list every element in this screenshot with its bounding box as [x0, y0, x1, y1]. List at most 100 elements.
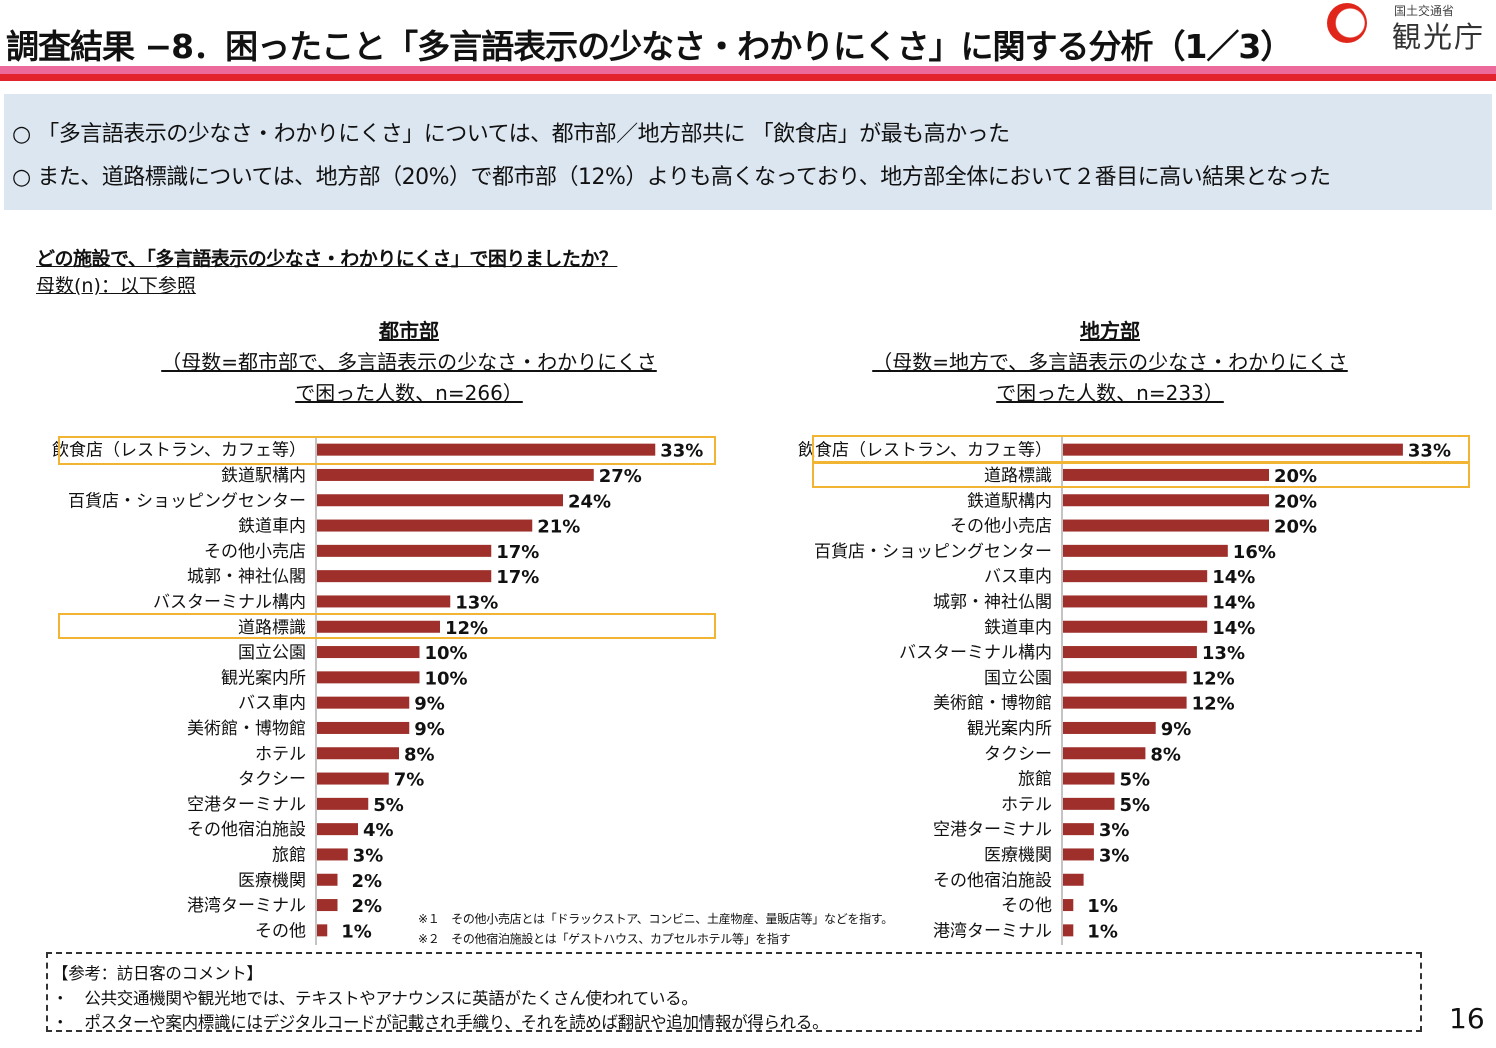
title-rule-pink — [0, 66, 1496, 74]
rural-category-label: 城郭・神社仏閣 — [933, 592, 1052, 612]
urban-category-label: 城郭・神社仏閣 — [187, 567, 306, 587]
footnote-1: ※１ その他小売店とは「ドラックストア、コンビニ、土産物産、量販店等」などを指す… — [418, 912, 893, 926]
rural-value-label: 20% — [1274, 517, 1317, 538]
rural-category-label: その他小売店 — [950, 517, 1052, 537]
rural-category-label: 飲食店（レストラン、カフェ等） — [798, 441, 1052, 461]
rural-bar — [1063, 519, 1269, 532]
rural-bar — [1063, 443, 1403, 456]
urban-bar-chart: 飲食店（レストラン、カフェ等） 33% 鉄道駅構内 27% 百貨店・ショッピングセンター… — [40, 437, 740, 945]
urban-category-label: 鉄道車内 — [238, 517, 306, 537]
rural-value-label: 14% — [1212, 592, 1255, 613]
visitor-comments-box: 【参考：訪日客のコメント】 ・ 公共交通機関や観光地では、テキストやアナウンスに… — [46, 952, 1422, 1032]
urban-chart-subtitle-2: で困った人数、n=266） — [295, 381, 523, 405]
rural-value-label: 14% — [1212, 567, 1255, 588]
summary-line-2: ○ また、道路標識については、地方部（20%）で都市部（12%）よりも高くなって… — [12, 165, 1331, 190]
urban-bar — [317, 797, 369, 810]
urban-category-label: その他 — [255, 921, 306, 941]
highlight-rural-road-signs — [812, 461, 1470, 488]
rural-chart-subtitle-1: （母数=地方で、多言語表示の少なさ・わかりにくさ — [872, 350, 1348, 374]
urban-category-label: 観光案内所 — [221, 668, 306, 688]
urban-category-label: 美術館・博物館 — [187, 719, 306, 739]
urban-bar — [317, 823, 358, 836]
urban-bar — [317, 873, 338, 886]
urban-value-label: 2% — [352, 871, 383, 892]
highlight-rural-restaurant — [812, 435, 1470, 464]
urban-category-label: 飲食店（レストラン、カフェ等） — [52, 441, 306, 461]
rural-value-label: 12% — [1192, 668, 1235, 689]
urban-category-label: 国立公園 — [238, 643, 306, 663]
urban-bar — [317, 443, 656, 456]
urban-value-label: 2% — [352, 896, 383, 917]
urban-category-label: 道路標識 — [238, 618, 306, 638]
urban-category-label: 空港ターミナル — [187, 795, 306, 815]
rural-value-label: 20% — [1274, 466, 1317, 487]
urban-value-label: 5% — [373, 795, 404, 816]
rural-bar — [1063, 721, 1156, 734]
urban-bar — [317, 671, 420, 684]
rural-category-label: その他 — [1001, 896, 1052, 916]
urban-bar — [317, 544, 492, 557]
rural-category-label: 鉄道車内 — [984, 618, 1052, 638]
urban-chart-subtitle-1: （母数=都市部で、多言語表示の少なさ・わかりにくさ — [161, 350, 657, 374]
urban-bar — [317, 848, 348, 861]
urban-bar — [317, 620, 440, 633]
urban-category-label: 鉄道駅構内 — [221, 466, 306, 486]
urban-bar — [317, 696, 410, 709]
rural-category-label: 鉄道駅構内 — [967, 491, 1052, 511]
rural-bar — [1063, 468, 1269, 481]
urban-bar — [317, 747, 399, 760]
urban-value-label: 9% — [414, 719, 445, 740]
urban-value-label: 1% — [341, 921, 372, 942]
rural-category-label: 医療機関 — [984, 845, 1052, 865]
urban-value-label: 7% — [394, 770, 425, 791]
urban-value-label: 10% — [425, 668, 468, 689]
rural-bar — [1063, 899, 1074, 912]
urban-bar — [317, 595, 451, 608]
urban-value-label: 3% — [353, 845, 384, 866]
rural-bar — [1063, 924, 1074, 937]
urban-category-label: 港湾ターミナル — [187, 896, 306, 916]
urban-value-label: 8% — [404, 744, 435, 765]
urban-category-label: ホテル — [255, 744, 306, 764]
rural-bar — [1063, 772, 1115, 785]
rural-category-label: 観光案内所 — [967, 719, 1052, 739]
comment-item-1: ・ 公共交通機関や観光地では、テキストやアナウンスに英語がたくさん使われている。 — [52, 989, 698, 1008]
base-note: 母数(n)：以下参照 — [36, 275, 196, 297]
rural-value-label: 1% — [1087, 896, 1118, 917]
rural-category-label: バスターミナル構内 — [899, 643, 1052, 663]
urban-bar — [317, 468, 594, 481]
rural-value-label: 8% — [1150, 744, 1181, 765]
rural-bar — [1063, 494, 1269, 507]
urban-bar — [317, 899, 338, 912]
rural-chart-title: 地方部 — [1080, 319, 1140, 343]
urban-bar — [317, 519, 533, 532]
logo-ministry-text: 国土交通省 — [1394, 4, 1455, 18]
rural-value-label: 14% — [1212, 618, 1255, 639]
urban-value-label: 10% — [425, 643, 468, 664]
rural-bar — [1063, 671, 1187, 684]
urban-value-label: 12% — [445, 618, 488, 639]
urban-bar — [317, 570, 492, 583]
summary-box: ○ 「多言語表示の少なさ・わかりにくさ」については、都市部／地方部共に 「飲食店… — [4, 94, 1492, 210]
urban-bar — [317, 772, 389, 785]
urban-value-label: 17% — [496, 567, 539, 588]
rural-bar — [1063, 873, 1084, 886]
rural-value-label: 33% — [1408, 441, 1451, 462]
rural-chart-subtitle-2: で困った人数、n=233） — [996, 381, 1224, 405]
rural-bar — [1063, 544, 1228, 557]
title-rule-red — [0, 74, 1496, 81]
rural-value-label: 13% — [1202, 643, 1245, 664]
urban-chart-title: 都市部 — [379, 319, 439, 343]
urban-category-label: 旅館 — [272, 845, 306, 865]
rural-bar-chart: 飲食店（レストラン、カフェ等） 33% 道路標識 20% 鉄道駅構内 20% その他小売店 2… — [780, 437, 1480, 945]
urban-category-label: その他宿泊施設 — [187, 820, 306, 840]
urban-category-label: バスターミナル構内 — [153, 592, 306, 612]
rural-category-label: 美術館・博物館 — [933, 694, 1052, 714]
rural-category-label: バス車内 — [984, 567, 1052, 587]
rural-bar — [1063, 848, 1094, 861]
rural-value-label: 12% — [1192, 694, 1235, 715]
rural-category-label: 百貨店・ショッピングセンター — [814, 542, 1052, 562]
rural-category-label: 空港ターミナル — [933, 820, 1052, 840]
page-title: 調査結果 −8．困ったこと「多言語表示の少なさ・わかりにくさ」に関する分析（1／… — [6, 27, 1293, 66]
rural-chart-title-block: 地方部 （母数=地方で、多言語表示の少なさ・わかりにくさ で困った人数、n=23… — [868, 316, 1352, 409]
